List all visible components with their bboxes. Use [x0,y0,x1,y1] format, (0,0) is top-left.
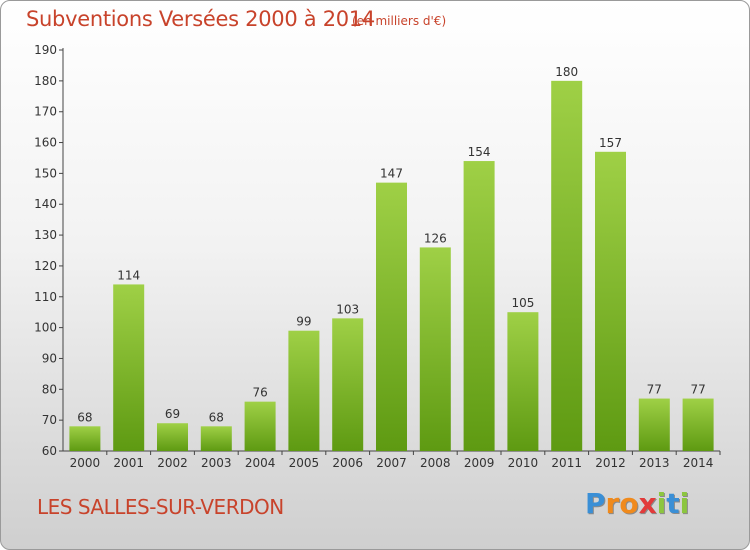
x-tick-label: 2006 [332,456,363,470]
bar-value-label: 99 [296,315,311,329]
logo-letter: x [638,487,657,520]
bar-value-label: 147 [380,167,403,181]
bar-value-label: 76 [252,386,267,400]
y-tick-label: 60 [42,444,57,458]
bar-value-label: 68 [77,410,92,424]
bar-value-label: 180 [555,65,578,79]
bar-value-label: 68 [209,410,224,424]
y-tick-label: 70 [42,413,57,427]
bar-value-label: 114 [117,268,140,282]
bar-2007 [376,182,407,451]
x-tick-label: 2009 [464,456,495,470]
x-tick-label: 2002 [157,456,188,470]
bar-2000 [69,426,101,451]
y-tick-label: 80 [42,382,57,396]
bar-2012 [595,151,626,452]
bar-2006 [332,318,364,451]
bar-value-label: 77 [690,383,705,397]
x-tick-label: 2003 [201,456,232,470]
bar-2011 [551,80,583,451]
location-label: LES SALLES-SUR-VERDON [37,495,284,519]
bar-2003 [200,426,232,451]
x-tick-label: 2007 [376,456,407,470]
bar-value-label: 77 [647,383,662,397]
logo-letter: i [656,487,667,520]
bar-value-label: 105 [511,296,534,310]
logo-letter: r [605,487,620,520]
x-tick-label: 2013 [639,456,670,470]
proxiti-logo: Proxiti [585,487,689,520]
x-tick-label: 2012 [595,456,626,470]
x-tick-label: 2008 [420,456,451,470]
bar-value-label: 103 [336,302,359,316]
bar-2014 [682,398,714,451]
bar-value-label: 157 [599,136,622,150]
y-tick-label: 100 [34,321,57,335]
y-tick-label: 140 [34,197,57,211]
bar-2002 [157,423,188,451]
logo-letter: i [679,487,690,520]
logo-letter: t [666,487,680,520]
bars-group [69,80,714,452]
x-tick-label: 2005 [289,456,320,470]
bar-2005 [288,330,320,451]
bar-2013 [638,398,670,451]
y-tick-label: 180 [34,74,57,88]
bar-2004 [244,401,276,451]
y-tick-label: 150 [34,166,57,180]
x-tick-label: 2014 [683,456,714,470]
y-tick-label: 110 [34,290,57,304]
x-tick-label: 2001 [113,456,144,470]
y-tick-label: 130 [34,228,57,242]
bar-2009 [463,161,495,452]
logo-letter: o [619,487,639,520]
chart-title: Subventions Versées 2000 à 2014 [26,7,375,31]
y-tick-label: 120 [34,259,57,273]
chart-subtitle: (en milliers d'€) [352,14,447,28]
y-tick-label: 170 [34,105,57,119]
bar-value-label: 154 [468,145,491,159]
labels-group: 68 2000 114 2001 69 2002 68 2003 76 2004 99 2005 103… [70,65,714,470]
logo-letter: P [585,487,606,520]
x-tick-label: 2004 [245,456,276,470]
bar-2001 [113,284,145,451]
y-tick-label: 90 [42,351,57,365]
x-tick-label: 2011 [551,456,582,470]
bar-2008 [419,247,451,451]
axes: 60 70 80 90 100 110 120 130 140 150 160 170 180 190 [34,43,721,458]
y-tick-label: 160 [34,136,57,150]
bar-value-label: 126 [424,231,447,245]
x-tick-label: 2010 [508,456,539,470]
bar-2010 [507,312,539,451]
x-tick-label: 2000 [70,456,101,470]
y-tick-label: 190 [34,43,57,57]
bar-value-label: 69 [165,407,180,421]
